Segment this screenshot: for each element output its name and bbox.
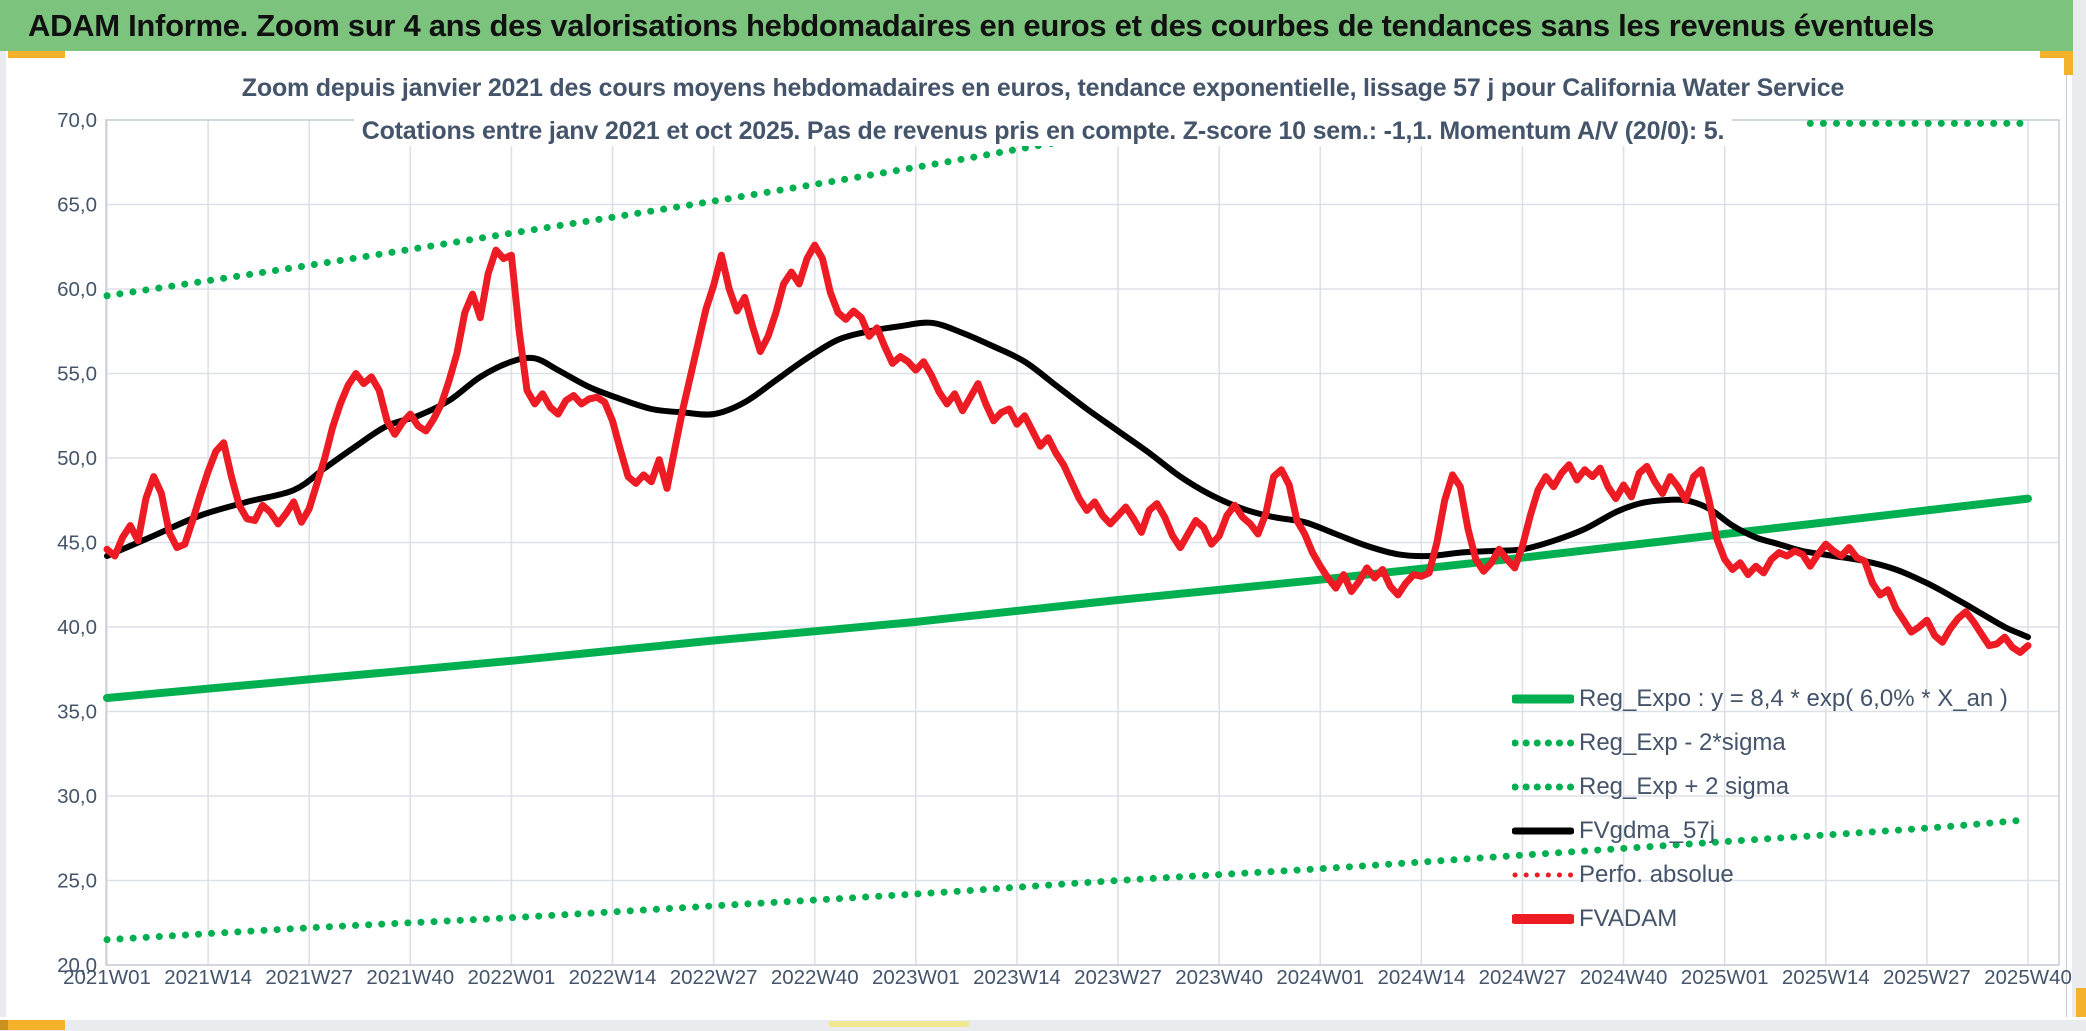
x-axis-label: 2025W27 [1883,966,1971,989]
gold-accent-bottom-left [8,1020,65,1030]
gold-accent-top-right-v [2064,51,2073,75]
x-axis-label: 2021W01 [63,966,151,989]
legend-label: Reg_Exp - 2*sigma [1579,729,1786,756]
x-axis-label: 2024W40 [1580,966,1668,989]
x-axis-label: 2022W14 [569,966,657,989]
x-axis-label: 2024W27 [1479,966,1567,989]
legend-label: FVADAM [1579,905,1678,932]
series-Reg-Exp-2-sigma [103,816,2032,944]
legend-line-sample [1512,783,1574,791]
y-axis-label: 35,0 [57,701,97,724]
chart-title-line2-text: Cotations entre janv 2021 et oct 2025. P… [353,117,1733,146]
legend-row: Reg_Exp - 2*sigma [1512,721,2008,765]
y-axis-label: 55,0 [57,363,97,386]
legend-line-sample [1512,914,1574,924]
chart-title-line1: Zoom depuis janvier 2021 des cours moyen… [0,74,2086,103]
legend-line-sample [1512,739,1574,747]
y-axis-label: 65,0 [57,194,97,217]
gold-accent-top-right-h [2040,51,2073,58]
x-axis-label: 2024W14 [1377,966,1465,989]
x-axis-label: 2023W40 [1175,966,1263,989]
legend-line-sample [1512,872,1574,878]
y-axis-label: 70,0 [57,109,97,132]
chart-title-line2: Cotations entre janv 2021 et oct 2025. P… [0,117,2086,146]
right-frame-line [2066,58,2067,1017]
x-axis-label: 2021W40 [366,966,454,989]
gold-accent-top-left [8,51,65,58]
x-axis-label: 2021W14 [164,966,252,989]
legend-label: FVgdma_57j [1579,817,1716,844]
legend-label: Reg_Exp + 2 sigma [1579,773,1790,800]
series-Perfo-absolue [105,243,2030,655]
x-axis-label: 2022W27 [670,966,758,989]
series-Reg-Exp-2-sigma [103,116,1192,300]
banner: ADAM Informe. Zoom sur 4 ans des valoris… [0,0,2073,51]
x-axis-label: 2023W27 [1074,966,1162,989]
left-frame-strip [0,51,6,1031]
x-axis-label: 2023W14 [973,966,1061,989]
legend-row: FVgdma_57j [1512,809,2008,853]
bottom-frame-strip [0,1017,2086,1031]
y-axis-label: 40,0 [57,616,97,639]
right-frame-strip [2072,0,2086,1031]
legend-label: Perfo. absolue [1579,861,1734,888]
chart-legend: Reg_Expo : y = 8,4 * exp( 6,0% * X_an ) R… [1512,677,2008,941]
y-axis-label: 20,0 [57,954,97,977]
x-axis-label: 2025W40 [1984,966,2072,989]
y-axis-label: 45,0 [57,532,97,555]
x-axis-label: 2025W01 [1681,966,1769,989]
x-axis-label: 2023W01 [872,966,960,989]
legend-row: FVADAM [1512,897,2008,941]
gold-accent-bottom-right [2076,988,2086,1017]
legend-line-sample [1512,694,1574,704]
legend-row: Reg_Expo : y = 8,4 * exp( 6,0% * X_an ) [1512,677,2008,721]
series-FVgdma-57j [104,319,2031,641]
y-axis-label: 30,0 [57,785,97,808]
x-axis-label: 2021W27 [265,966,353,989]
x-axis-label: 2022W40 [771,966,859,989]
dark-gold-accent-bottom-left [0,1020,8,1030]
y-axis-label: 25,0 [57,870,97,893]
banner-title: ADAM Informe. Zoom sur 4 ans des valoris… [28,8,1935,43]
legend-row: Perfo. absolue [1512,853,2008,897]
y-axis-label: 60,0 [57,278,97,301]
pale-yellow-accent-bottom-center [829,1021,969,1027]
legend-label: Reg_Expo : y = 8,4 * exp( 6,0% * X_an ) [1579,685,2008,712]
x-axis-label: 2024W01 [1276,966,1364,989]
y-axis-label: 50,0 [57,447,97,470]
legend-line-sample [1512,827,1574,835]
chart-title-line1-text: Zoom depuis janvier 2021 des cours moyen… [233,74,1853,103]
x-axis-label: 2022W01 [468,966,556,989]
x-axis-label: 2025W14 [1782,966,1870,989]
legend-row: Reg_Exp + 2 sigma [1512,765,2008,809]
series-FVADAM [103,241,2032,656]
